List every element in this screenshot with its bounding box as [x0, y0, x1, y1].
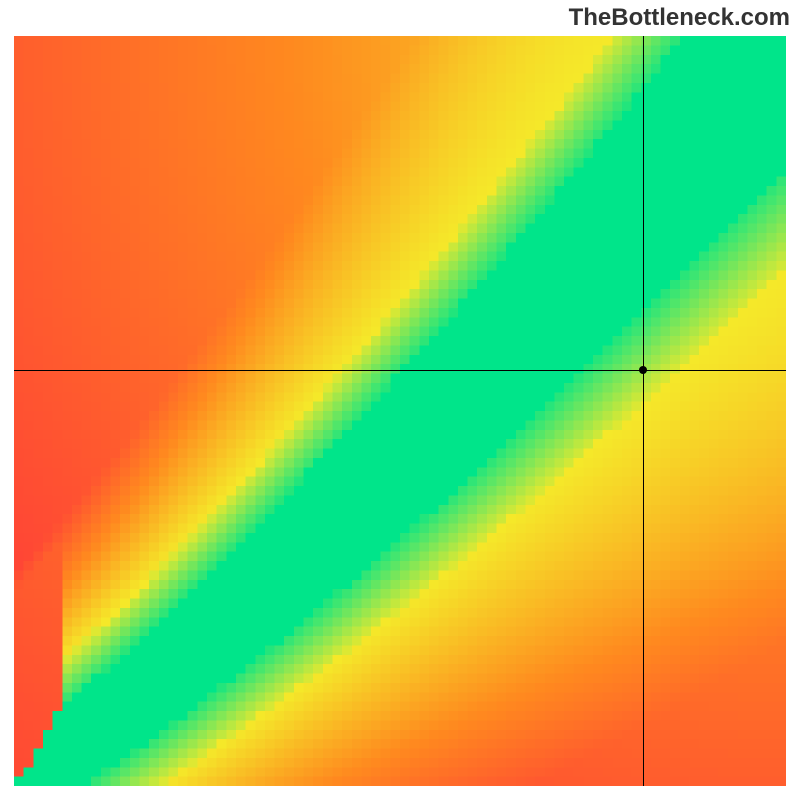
crosshair-horizontal — [14, 370, 786, 371]
heatmap-canvas — [14, 36, 786, 786]
crosshair-marker — [639, 366, 647, 374]
crosshair-vertical — [643, 36, 644, 786]
watermark-text: TheBottleneck.com — [569, 4, 790, 32]
chart-container: { "watermark": "TheBottleneck.com", "plo… — [0, 0, 800, 800]
heatmap-plot — [14, 36, 786, 786]
